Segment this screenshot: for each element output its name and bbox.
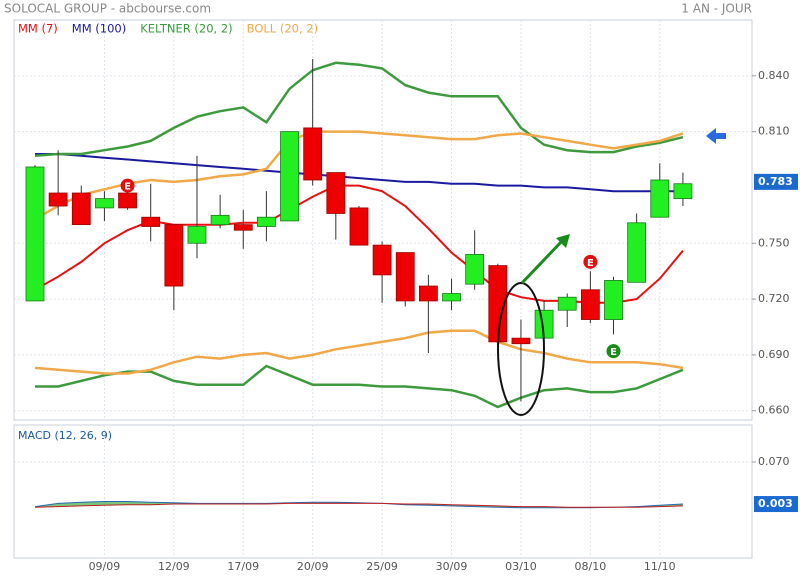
indicator-line xyxy=(34,61,684,158)
macd-line xyxy=(34,501,683,509)
candle-body xyxy=(303,127,323,181)
candle-body xyxy=(395,252,415,302)
candle-body xyxy=(604,280,623,320)
indicator-line xyxy=(35,153,683,193)
candle-body xyxy=(187,226,207,244)
y-tick-label: 0.720 xyxy=(758,292,790,305)
signal-marker xyxy=(606,344,621,359)
signal-label: E xyxy=(587,258,594,269)
macd-panel xyxy=(13,424,753,559)
candle-body xyxy=(372,244,392,276)
candle-body xyxy=(442,293,461,302)
candle-body xyxy=(164,224,184,287)
x-tick-label: 25/09 xyxy=(366,560,398,573)
x-tick-label: 12/09 xyxy=(158,560,190,573)
x-tick-label: 30/09 xyxy=(436,560,468,573)
pointer-arrow xyxy=(706,128,726,144)
signal-marker xyxy=(583,254,598,269)
y-tick-label: 0.690 xyxy=(758,348,790,361)
candle-body xyxy=(141,216,161,227)
x-tick-label: 09/09 xyxy=(89,560,121,573)
candle-body xyxy=(650,179,670,218)
chart-title: SOLOCAL GROUP - abcbourse.com xyxy=(4,2,211,16)
x-tick-label: 11/10 xyxy=(644,560,676,573)
signal-label: E xyxy=(124,182,131,193)
trend-arrow xyxy=(520,239,564,285)
last-value-label: 0.783 xyxy=(758,175,793,188)
signal-line xyxy=(34,502,683,508)
y-tick-label: 0.660 xyxy=(758,404,790,417)
signal-label: E xyxy=(610,347,617,358)
candle-body xyxy=(71,192,91,226)
last-value-tag xyxy=(754,496,798,513)
plot: 0.660 0.690 0.720 0.750 0.810 0.840 0.070 09/09… xyxy=(14,20,798,573)
candle-body xyxy=(118,192,137,209)
macd-title: MACD (12, 26, 9) xyxy=(18,429,112,442)
candle-body xyxy=(256,216,276,227)
price-panel xyxy=(13,19,753,421)
y-tick-label: 0.070 xyxy=(758,455,790,468)
candle-body xyxy=(95,198,114,209)
candle-body xyxy=(349,207,369,246)
x-tick-label: 17/09 xyxy=(227,560,259,573)
trend-arrow-head xyxy=(556,234,570,248)
last-value-tag xyxy=(754,173,798,190)
candle-body xyxy=(418,285,438,302)
candle-body xyxy=(25,166,45,302)
legend-entry: MM (100) xyxy=(72,22,126,36)
period: 1 AN - JOUR xyxy=(681,2,752,16)
candle-body xyxy=(233,224,253,231)
x-tick-label: 03/10 xyxy=(505,560,537,573)
candle-body xyxy=(280,131,299,222)
y-tick-label: 0.810 xyxy=(758,125,790,138)
indicator-line xyxy=(34,130,684,221)
legend-entry: MM (7) xyxy=(18,22,58,36)
highlight-ellipse xyxy=(497,282,545,416)
y-tick-label: 0.750 xyxy=(758,236,790,249)
last-value-label: 0.003 xyxy=(758,497,793,510)
candle-body xyxy=(673,183,693,200)
candle-body xyxy=(210,214,230,226)
candle-body xyxy=(511,337,531,345)
candle-body xyxy=(465,254,485,285)
x-tick-label: 08/10 xyxy=(575,560,607,573)
candle-body xyxy=(627,222,647,283)
x-tick-label: 20/09 xyxy=(297,560,329,573)
legend-entry: KELTNER (20, 2) xyxy=(140,22,232,36)
candle-body xyxy=(557,296,577,311)
indicator-band-lower xyxy=(34,329,684,375)
candle-body xyxy=(580,289,600,320)
signal-marker xyxy=(120,178,135,193)
legend-entry: BOLL (20, 2) xyxy=(247,22,318,36)
y-tick-label: 0.840 xyxy=(758,69,790,82)
candle-body xyxy=(326,172,346,214)
candle-body xyxy=(48,192,68,207)
